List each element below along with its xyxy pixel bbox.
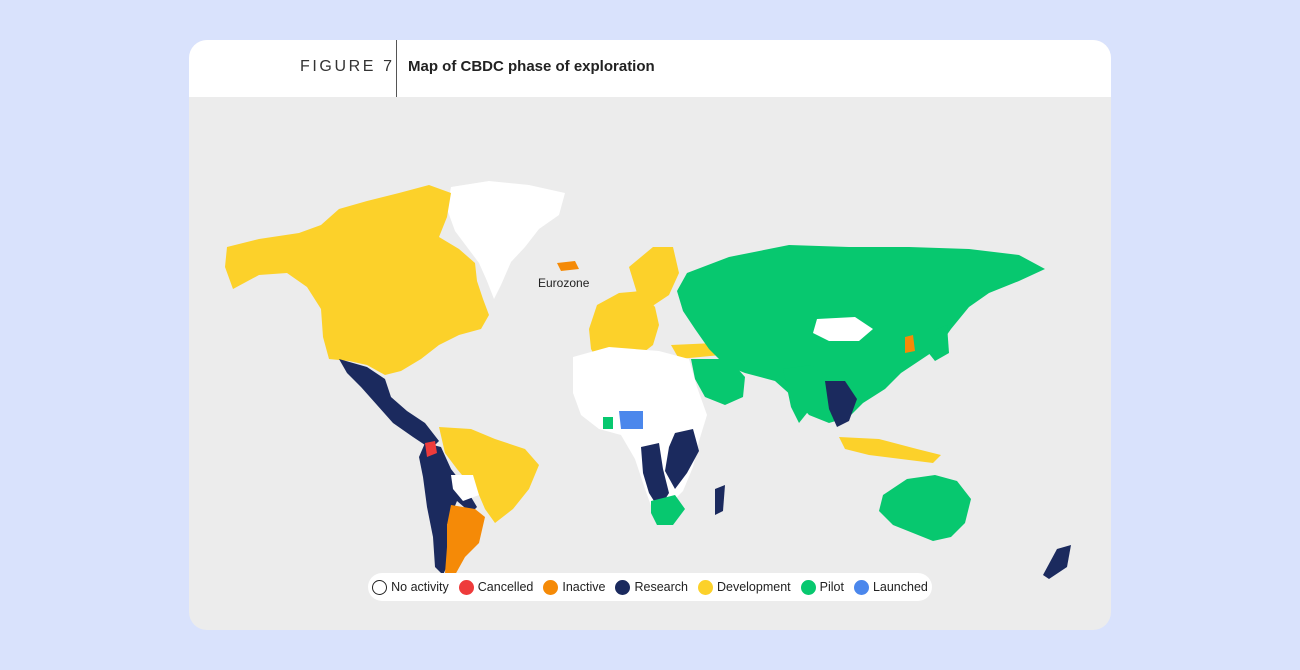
legend-label: Pilot — [819, 580, 844, 594]
region-new-zealand — [1043, 545, 1071, 579]
region-indonesia — [839, 437, 941, 463]
eurozone-label: Eurozone — [538, 276, 590, 290]
region-scandinavia — [629, 247, 679, 307]
region-southern-africa — [641, 443, 669, 509]
legend-item: Inactive — [543, 579, 606, 595]
region-brazil — [439, 427, 539, 523]
legend-label: Inactive — [562, 580, 606, 594]
region-central-america — [339, 359, 439, 449]
figure-title: Map of CBDC phase of exploration — [408, 58, 655, 75]
figure-header: FIGURE 7 Map of CBDC phase of exploratio… — [189, 40, 1111, 97]
region-north-america — [225, 185, 489, 375]
region-south-africa — [651, 495, 685, 525]
legend-swatch — [853, 579, 869, 595]
region-middle-east — [691, 359, 745, 405]
legend-swatch — [697, 579, 713, 595]
region-japan — [927, 325, 949, 361]
legend-item: Pilot — [800, 579, 844, 595]
region-madagascar — [715, 485, 725, 515]
map-legend: No activity Cancelled Inactive Research Deve… — [368, 573, 932, 601]
legend-item: Cancelled — [458, 579, 534, 595]
region-korea — [905, 335, 915, 353]
region-east-africa — [665, 429, 699, 489]
legend-item: Research — [615, 579, 688, 595]
legend-item: No activity — [372, 579, 449, 595]
region-southeast-asia — [825, 381, 857, 427]
world-map — [225, 181, 1071, 579]
legend-swatch — [800, 579, 816, 595]
region-nigeria — [619, 411, 643, 429]
region-bolivia — [451, 475, 479, 501]
region-ghana — [603, 417, 613, 429]
figure-card: FIGURE 7 Map of CBDC phase of exploratio… — [189, 40, 1111, 630]
region-andes — [419, 443, 477, 575]
legend-swatch — [615, 579, 631, 595]
region-ecuador — [425, 441, 437, 457]
legend-label: Cancelled — [477, 580, 534, 594]
legend-label: Launched — [872, 580, 928, 594]
legend-swatch — [543, 579, 559, 595]
legend-label: No activity — [391, 580, 449, 594]
region-argentina — [445, 505, 485, 575]
legend-label: Research — [634, 580, 688, 594]
figure-number: FIGURE 7 — [300, 58, 395, 75]
legend-item: Development — [697, 579, 791, 595]
region-mongolia — [813, 317, 873, 341]
region-greenland — [447, 181, 565, 299]
region-iceland — [557, 261, 579, 271]
legend-swatch — [458, 579, 474, 595]
header-divider — [396, 40, 397, 97]
region-australia — [879, 475, 971, 541]
legend-label: Development — [716, 580, 791, 594]
legend-swatch — [372, 579, 388, 595]
region-india — [783, 365, 829, 423]
legend-item: Launched — [853, 579, 928, 595]
